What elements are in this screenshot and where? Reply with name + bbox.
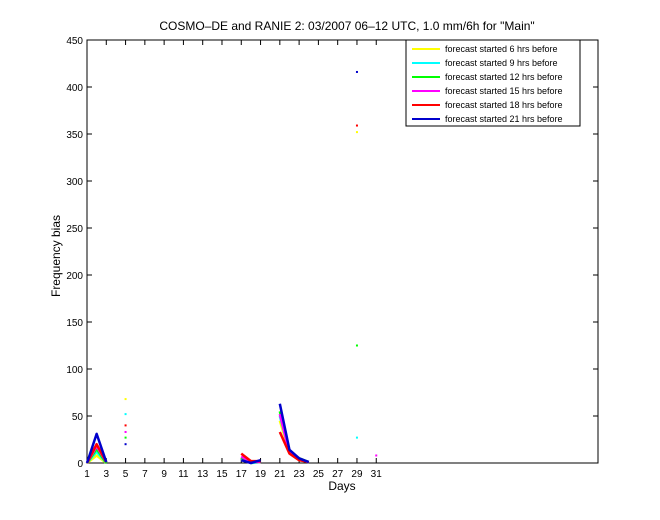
y-tick-label: 400 [66, 83, 83, 94]
legend-entry: forecast started 21 hrs before [445, 114, 563, 124]
y-tick-label: 150 [66, 318, 83, 329]
x-tick-label: 29 [351, 469, 363, 480]
legend: forecast started 6 hrs before forecast st… [405, 39, 581, 127]
x-tick-label: 25 [313, 469, 325, 480]
data-point [355, 131, 358, 134]
data-point [355, 436, 358, 439]
series-line [278, 403, 310, 464]
x-tick-label: 11 [178, 469, 189, 480]
legend-entry: forecast started 15 hrs before [445, 86, 563, 96]
y-tick-label: 200 [66, 271, 83, 282]
x-tick-label: 7 [142, 469, 148, 480]
series-line [85, 432, 108, 464]
y-axis-label: Frequency bias [49, 215, 63, 297]
data-point [124, 398, 127, 401]
chart-title: COSMO–DE and RANIE 2: 03/2007 06–12 UTC,… [159, 19, 534, 33]
x-tick-label: 19 [255, 469, 267, 480]
series-group [85, 70, 378, 465]
x-axis-label: Days [328, 479, 355, 493]
x-tick-label: 13 [197, 469, 209, 480]
data-point [124, 424, 127, 427]
y-tick-label: 50 [72, 412, 84, 423]
data-point [124, 436, 127, 439]
series-line [240, 458, 261, 465]
data-point [124, 430, 127, 433]
legend-entry: forecast started 18 hrs before [445, 100, 563, 110]
y-tick-label: 100 [66, 365, 83, 376]
x-tick-label: 9 [161, 469, 167, 480]
x-tick-label: 1 [84, 469, 90, 480]
x-tick-label: 17 [236, 469, 248, 480]
data-point [355, 70, 358, 73]
x-tick-label: 27 [332, 469, 344, 480]
y-tick-label: 300 [66, 177, 83, 188]
data-point [124, 413, 127, 416]
x-tick-label: 23 [294, 469, 306, 480]
x-tick-label: 31 [371, 469, 383, 480]
x-tick-label: 3 [104, 469, 110, 480]
y-tick-label: 450 [66, 36, 83, 47]
y-tick-label: 350 [66, 130, 83, 141]
legend-box [405, 39, 581, 127]
y-tick-label: 250 [66, 224, 83, 235]
x-tick-label: 5 [123, 469, 129, 480]
y-tick-label: 0 [77, 459, 83, 470]
data-point [375, 454, 378, 457]
x-tick-label: 21 [274, 469, 286, 480]
series-forecast-started-21-hrs-before [85, 70, 358, 465]
axis-ticks: 1 3 5 7 9 11 13 15 17 19 21 23 25 27 29 310501001502002… [66, 36, 598, 480]
data-point [124, 443, 127, 446]
data-point [355, 344, 358, 347]
x-tick-label: 15 [216, 469, 228, 480]
data-point [355, 124, 358, 127]
legend-entry: forecast started 6 hrs before [445, 44, 558, 54]
legend-entry: forecast started 12 hrs before [445, 72, 563, 82]
legend-entry: forecast started 9 hrs before [445, 58, 558, 68]
